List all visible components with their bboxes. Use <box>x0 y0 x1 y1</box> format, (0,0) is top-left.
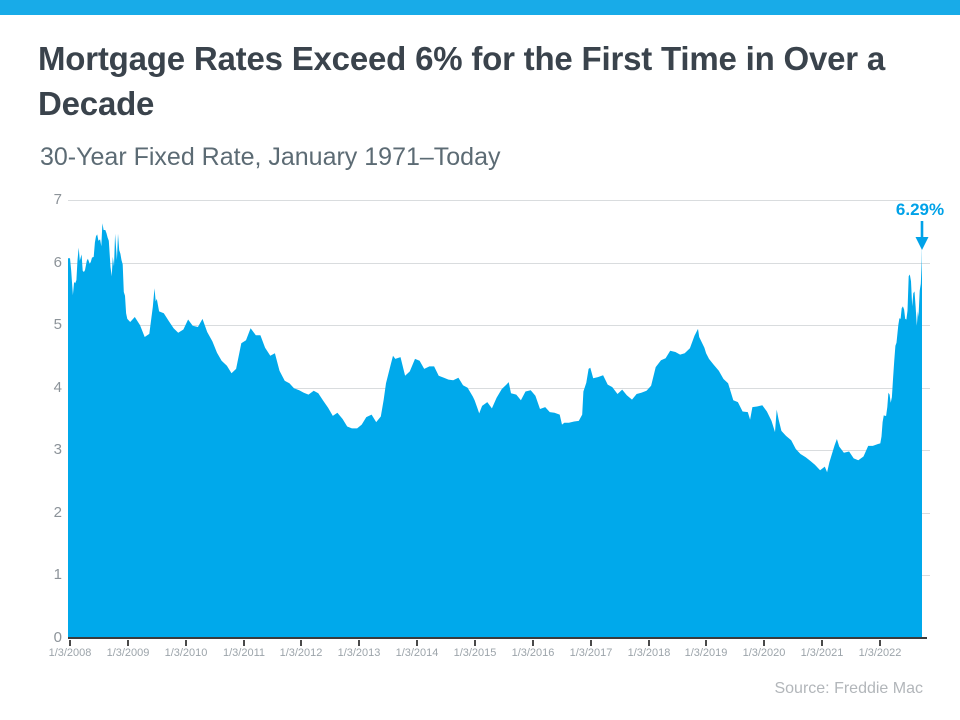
x-tick-mark <box>648 640 650 646</box>
x-tick-mark <box>127 640 129 646</box>
x-tick-label: 1/3/2022 <box>858 647 902 659</box>
x-tick-label: 1/3/2020 <box>742 647 786 659</box>
x-tick-label: 1/3/2014 <box>395 647 439 659</box>
x-tick-mark <box>69 640 71 646</box>
x-axis-line <box>68 637 927 639</box>
y-tick-label: 4 <box>53 379 62 396</box>
x-tick-label: 1/3/2010 <box>164 647 208 659</box>
x-tick-label: 1/3/2012 <box>279 647 323 659</box>
x-tick-label: 1/3/2011 <box>222 647 265 659</box>
x-tick-label: 1/3/2019 <box>684 647 728 659</box>
page-title: Mortgage Rates Exceed 6% for the First T… <box>38 40 886 122</box>
x-tick-mark <box>358 640 360 646</box>
x-tick-mark <box>763 640 765 646</box>
x-tick-mark <box>705 640 707 646</box>
rate-area-series <box>68 223 922 638</box>
x-tick-label: 1/3/2021 <box>800 647 844 659</box>
x-tick-label: 1/3/2015 <box>453 647 497 659</box>
x-tick-mark <box>879 640 881 646</box>
down-arrow-icon <box>915 221 929 250</box>
x-tick-label: 1/3/2018 <box>627 647 671 659</box>
y-tick-label: 0 <box>53 629 62 646</box>
x-tick-mark <box>300 640 302 646</box>
x-tick-label: 1/3/2008 <box>48 647 92 659</box>
y-tick-label: 2 <box>53 504 62 521</box>
x-tick-label: 1/3/2013 <box>337 647 381 659</box>
y-tick-label: 6 <box>53 254 62 271</box>
x-tick-mark <box>474 640 476 646</box>
latest-rate-callout: 6.29% <box>895 200 945 219</box>
y-tick-label: 3 <box>53 441 62 458</box>
y-tick-label: 1 <box>53 566 62 583</box>
x-tick-label: 1/3/2017 <box>569 647 613 659</box>
x-tick-mark <box>821 640 823 646</box>
area-fill <box>68 223 922 638</box>
y-tick-label: 7 <box>53 191 62 208</box>
x-tick-label: 1/3/2009 <box>106 647 150 659</box>
x-tick-mark <box>243 640 245 646</box>
y-tick-label: 5 <box>53 316 62 333</box>
chart-subtitle: 30-Year Fixed Rate, January 1971–Today <box>40 143 501 171</box>
x-tick-mark <box>416 640 418 646</box>
x-tick-label: 1/3/2016 <box>511 647 555 659</box>
x-tick-mark <box>532 640 534 646</box>
gridline <box>68 200 930 201</box>
gridline <box>68 388 930 389</box>
source-credit: Source: Freddie Mac <box>774 680 923 697</box>
x-tick-mark <box>185 640 187 646</box>
x-tick-mark <box>590 640 592 646</box>
gridline <box>68 263 930 264</box>
accent-bar <box>0 0 960 15</box>
gridline <box>68 325 930 326</box>
